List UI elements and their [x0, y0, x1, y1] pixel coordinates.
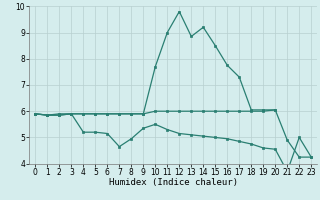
X-axis label: Humidex (Indice chaleur): Humidex (Indice chaleur)	[109, 178, 238, 187]
